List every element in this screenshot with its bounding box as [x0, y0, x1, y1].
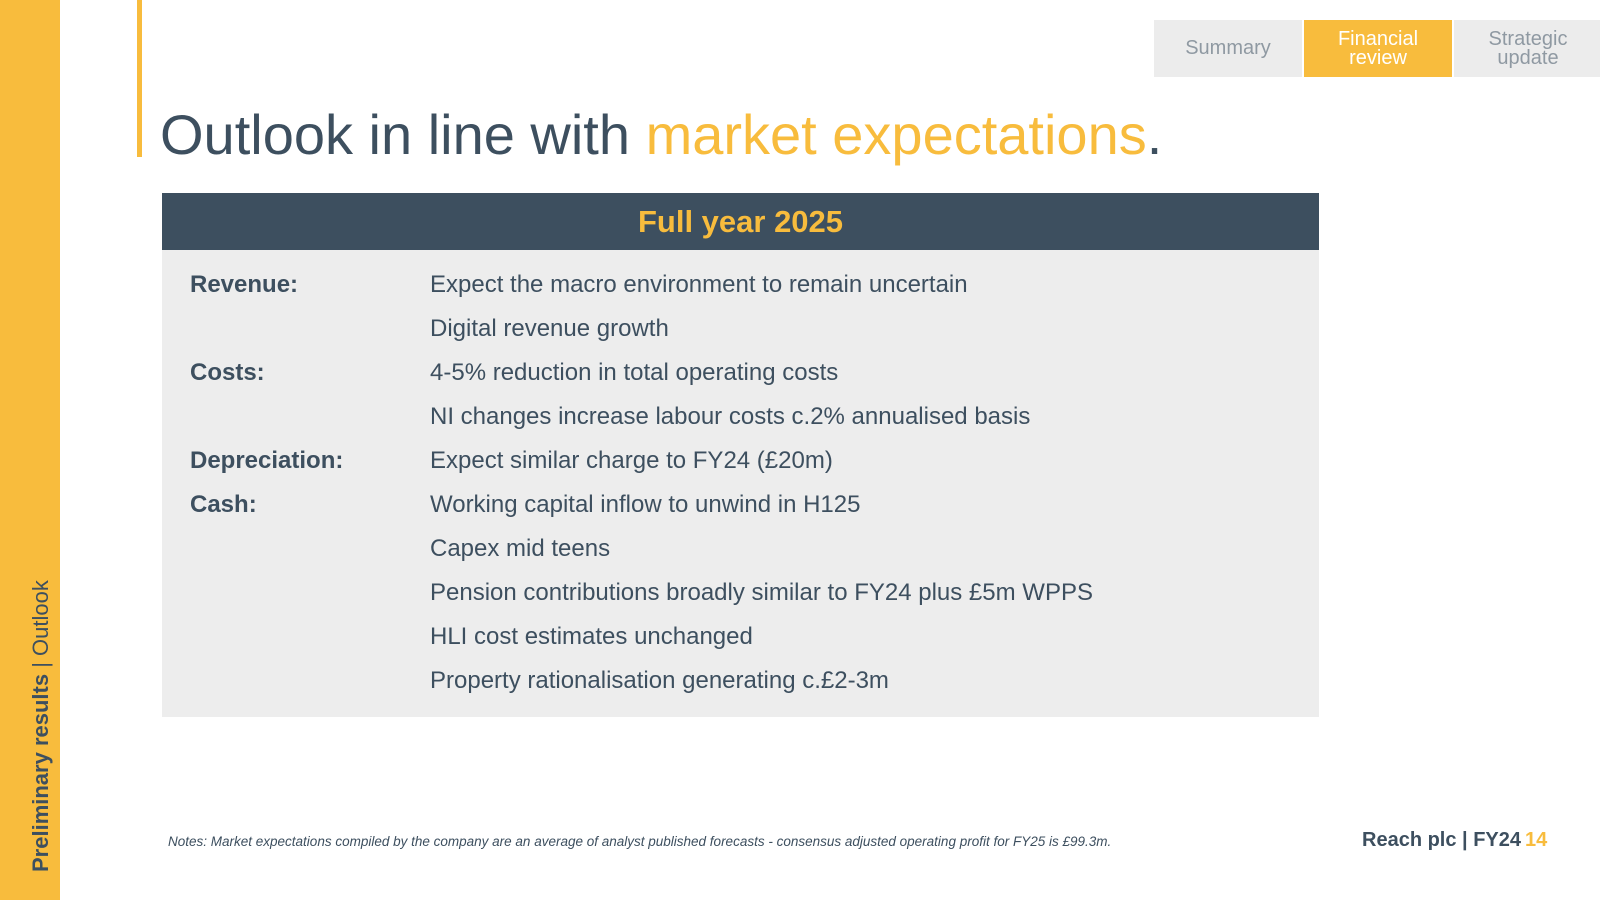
row-text: 4-5% reduction in total operating costs — [430, 359, 839, 386]
footer-brand: Reach plc | FY24 14 — [1362, 829, 1547, 852]
side-bar — [0, 0, 60, 900]
tab-financial-review-label: Financial review — [1337, 27, 1419, 69]
page-title: Outlook in line with market expectations… — [160, 100, 1162, 170]
row-text: Property rationalisation generating c.£2… — [430, 667, 889, 694]
row-text: Expect the macro environment to remain u… — [430, 271, 968, 298]
title-accent-bar — [137, 0, 142, 157]
footnote: Notes: Market expectations compiled by t… — [168, 834, 1112, 849]
row-text: Working capital inflow to unwind in H125 — [430, 491, 861, 518]
section-label-bold: Preliminary results — [28, 673, 53, 872]
tab-financial-review[interactable]: Financial review — [1304, 20, 1452, 77]
section-label-separator: | — [28, 655, 53, 674]
outlook-panel: Full year 2025 Revenue: Expect the macro … — [162, 193, 1319, 717]
outlook-rows: Revenue: Expect the macro environment to … — [162, 250, 1319, 703]
row-label: Cash: — [190, 491, 257, 518]
page-number: 14 — [1525, 829, 1548, 851]
row-text: Digital revenue growth — [430, 315, 669, 342]
outlook-row: Depreciation: Expect similar charge to FY… — [162, 439, 1319, 483]
outlook-row: Pension contributions broadly similar to… — [162, 571, 1319, 615]
nav-tabs: Summary Financial review Strategic updat… — [1154, 20, 1600, 77]
page-title-prefix: Outlook in line with — [160, 103, 646, 166]
outlook-row: Digital revenue growth — [162, 307, 1319, 351]
outlook-row: Property rationalisation generating c.£2… — [162, 659, 1319, 703]
outlook-row: Capex mid teens — [162, 527, 1319, 571]
row-text: Expect similar charge to FY24 (£20m) — [430, 447, 833, 474]
row-text: NI changes increase labour costs c.2% an… — [430, 403, 1031, 430]
tab-strategic-update-label: Strategic update — [1488, 27, 1568, 69]
row-text: Pension contributions broadly similar to… — [430, 579, 1093, 606]
section-label: Preliminary results | Outlook — [28, 580, 53, 872]
tab-summary[interactable]: Summary — [1154, 20, 1302, 77]
outlook-row: Revenue: Expect the macro environment to … — [162, 263, 1319, 307]
panel-header: Full year 2025 — [162, 193, 1319, 250]
row-text: Capex mid teens — [430, 535, 611, 562]
row-label: Depreciation: — [190, 447, 344, 474]
section-label-section: Outlook — [28, 580, 53, 656]
outlook-row: Cash: Working capital inflow to unwind in… — [162, 483, 1319, 527]
tab-strategic-update[interactable]: Strategic update — [1454, 20, 1600, 77]
footer-brand-text: Reach plc | FY24 — [1362, 829, 1521, 851]
outlook-row: NI changes increase labour costs c.2% an… — [162, 395, 1319, 439]
row-label: Revenue: — [190, 271, 299, 298]
page-title-suffix: . — [1146, 103, 1163, 166]
page-title-highlight: market expectations — [645, 103, 1147, 166]
tab-summary-label: Summary — [1185, 37, 1271, 59]
outlook-row: Costs: 4-5% reduction in total operating … — [162, 351, 1319, 395]
row-text: HLI cost estimates unchanged — [430, 623, 753, 650]
row-label: Costs: — [190, 359, 265, 386]
outlook-row: HLI cost estimates unchanged — [162, 615, 1319, 659]
